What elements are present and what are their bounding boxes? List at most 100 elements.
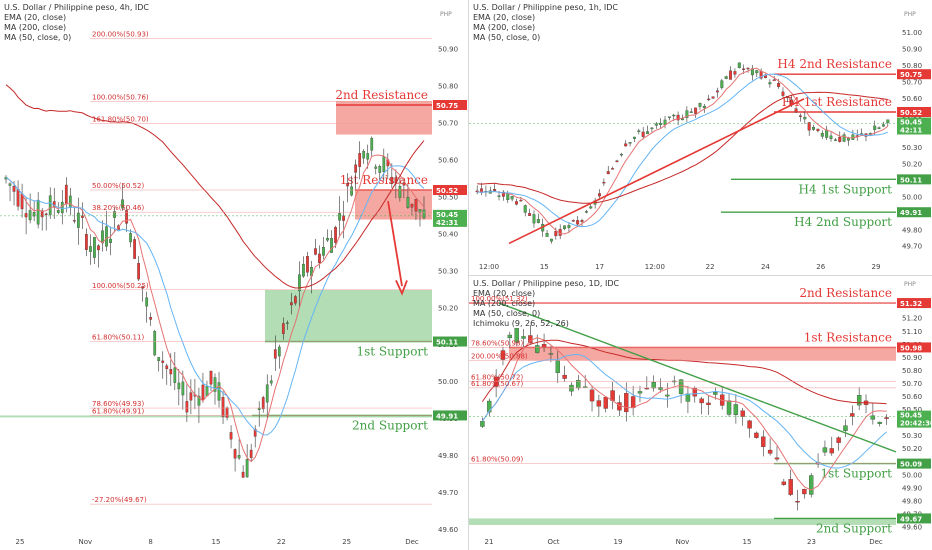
ma200-line [5,84,425,289]
candle-body [658,387,663,390]
candle-body [681,118,684,121]
candle-body [137,263,140,280]
x-tick-label: 12:00 [645,263,665,271]
price-tag: 50.75 [436,102,458,110]
y-tick-label: 50.60 [902,393,922,401]
zone-label: 1st Resistance [804,330,892,344]
candle-body [651,381,656,389]
candle-body [237,455,241,459]
candle-body [197,395,201,406]
candle-body [519,199,523,202]
price-tag: 51.32 [900,300,922,308]
legend-ema: EMA (20, close) [473,13,536,22]
fib-label: 200.00%(50.88) [471,352,528,360]
candle-body [685,110,689,118]
candle-body [298,274,301,292]
candle-body [326,237,329,241]
legend-ma50: MA (50, close, 0) [473,33,541,42]
candle-body [663,119,667,125]
ema-line [481,337,887,491]
price-tag: 50.11 [900,176,922,184]
candle-body [596,400,602,407]
chart-1d-svg[interactable]: 51.2051.1051.0050.9050.8050.7050.6050.50… [469,276,932,550]
candle-body [410,203,414,208]
price-tag-bg [433,410,467,421]
currency-label: PHP [440,11,452,18]
price-tag-bg [433,185,467,195]
y-tick-label: 49.90 [902,484,922,492]
candle-body [285,322,289,324]
candle-body [536,219,540,223]
y-tick-label: 50.60 [438,156,458,164]
candle-body [334,227,337,243]
candle-body [500,350,506,360]
arrow-head [395,280,408,296]
candle-body [584,211,588,213]
candle-body [737,62,741,68]
candle-body [694,107,698,114]
candle-body [346,183,349,187]
candle-body [650,127,654,130]
candle-body [322,247,325,256]
candle-body [624,143,628,147]
x-tick-label: 24 [761,263,770,271]
candle-body [850,413,855,417]
candle-body [809,475,814,495]
candle-body [548,353,554,355]
candle-body [85,234,88,250]
candle-body [820,133,824,137]
countdown: 42:11 [900,127,922,135]
candle-body [358,153,362,167]
legend-ma50: MA (50, close, 0) [4,33,72,42]
fib-label: 61.80%(49.91) [92,407,144,415]
y-tick-label: 50.70 [438,119,458,127]
x-tick-label: 22 [277,538,286,546]
candle-body [314,248,317,255]
candle-body [241,471,245,478]
candle-body [877,127,881,129]
candle-body [145,297,149,307]
candle-body [109,238,112,244]
zone-label: 2nd Support [352,418,428,432]
candle-body [563,225,567,229]
chart-1d-panel[interactable]: U.S. Dollar / Philippine peso, 1D, IDC E… [469,276,932,550]
price-tag: 50.11 [436,339,458,347]
legend-ma200: MA (200, close) [4,23,67,32]
y-tick-label: 50.00 [902,471,922,479]
candle-body [842,134,846,142]
price-tag: 50.09 [900,461,922,469]
candle-body [822,447,828,453]
y-tick-label: 50.80 [438,83,458,91]
candle-body [501,191,505,197]
zone-label: 1st Support [356,345,428,359]
fib-label: 61.80%(50.67) [471,380,523,388]
candle-body [161,360,165,363]
candle-body [273,349,277,359]
candle-body [641,131,645,137]
price-tag: 50.75 [900,71,922,79]
fib-label: 200.00%(50.93) [92,30,149,38]
panel-divider-vertical [468,0,469,550]
fib-label: 100.00%(51.32) [471,295,528,303]
chart-4h-svg[interactable]: 50.90 50.80 50.70 50.60 50.50 50.40 50.30 50.20… [0,0,468,550]
chart-1h-svg[interactable]: 51.0050.9050.8050.7050.6050.5050.4050.30… [469,0,932,275]
candle-body [676,114,680,121]
ma50-line [477,73,888,228]
candle-body [812,127,816,130]
candle-body [549,238,553,242]
candle-body [798,115,802,117]
candle-body [32,212,36,217]
chart-4h-panel[interactable]: U.S. Dollar / Philippine peso, 4h, IDC E… [0,0,468,550]
candle-body [370,137,374,151]
candle-body [16,189,20,207]
candle-body [610,390,615,401]
y-tick-label: 49.70 [438,489,458,497]
current-price: 50.45 [900,119,922,127]
candle-body [177,382,181,390]
legend-ichimoku: Ichimoku (9, 26, 52, 26) [473,319,569,328]
chart-1h-panel[interactable]: U.S. Dollar / Philippine peso, 1h, IDC E… [469,0,932,275]
y-tick-label: 50.20 [902,161,922,169]
zone-label: 2nd Resistance [799,286,892,300]
candle-body [68,195,72,208]
candle-body [571,220,575,222]
